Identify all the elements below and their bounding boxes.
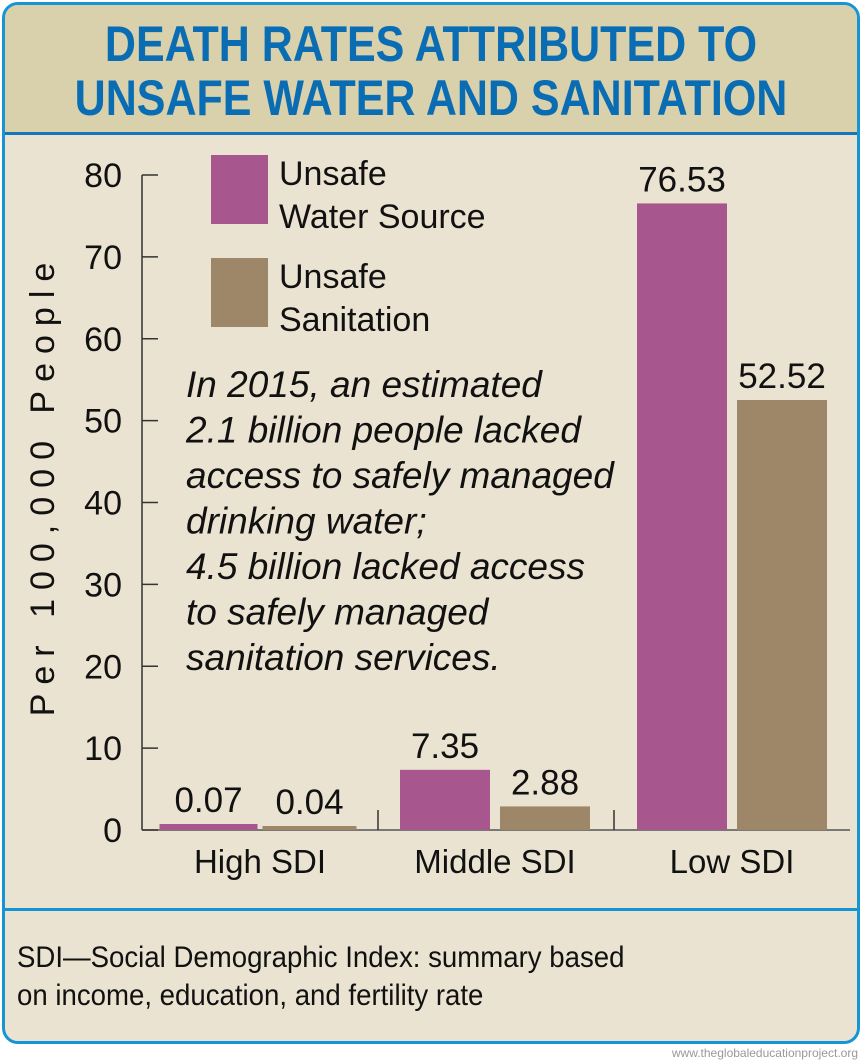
data-label: 76.53 [638,160,726,199]
legend-label: Unsafe [279,258,387,296]
legend-swatch [211,155,268,224]
y-axis-label: Per 100,000 People [24,254,62,717]
data-label: 0.04 [275,783,343,822]
footer-line-2: on income, education, and fertility rate [17,979,484,1012]
title-band: DEATH RATES ATTRIBUTED TO UNSAFE WATER A… [5,5,857,135]
y-tick-label: 80 [84,157,122,195]
legend-label: Sanitation [279,301,430,339]
footer-note: SDI—Social Demographic Index: summary ba… [5,908,857,1041]
title-line-2: UNSAFE WATER AND SANITATION [74,70,788,126]
y-tick-label: 40 [84,485,122,523]
annotation-line: access to safely managed [186,455,615,496]
data-label: 0.07 [174,781,242,820]
bar-sanitation [737,399,827,830]
annotation-line: 4.5 billion lacked access [186,546,585,587]
data-label: 52.52 [738,357,826,396]
bar-chart: 0 10 20 30 40 50 60 70 80 Per 100,000 People 0.07 0… [24,155,850,880]
bar-water [159,824,258,830]
y-tick-label: 10 [84,730,122,768]
y-tick-label: 0 [103,812,122,850]
y-tick-label: 20 [84,648,122,686]
y-tick-label: 70 [84,239,122,277]
x-tick-label: Middle SDI [414,843,575,880]
y-tick-label: 50 [84,403,122,441]
y-tick-label: 30 [84,566,122,604]
annotation-line: In 2015, an estimated [186,364,543,405]
legend-label: Water Source [279,198,486,236]
x-tick-label: High SDI [194,843,326,880]
watermark: www.theglobaleducationproject.org [671,1046,858,1060]
bar-sanitation [500,806,590,830]
y-tick-label: 60 [84,321,122,359]
data-label: 2.88 [511,763,579,802]
annotation-line: 2.1 billion people lacked [185,410,582,451]
legend-swatch [211,258,268,327]
footer-line-1: SDI—Social Demographic Index: summary ba… [17,941,625,974]
title-line-1: DEATH RATES ATTRIBUTED TO [104,16,758,72]
annotation-line: sanitation services. [186,637,501,678]
annotation-line: drinking water; [186,501,427,542]
x-tick-label: Low SDI [670,843,795,880]
bar-water [637,203,727,830]
bar-water [400,769,490,830]
bar-sanitation [262,826,357,830]
annotation-line: to safely managed [186,592,490,633]
data-label: 7.35 [411,727,479,766]
legend-label: Unsafe [279,155,387,193]
